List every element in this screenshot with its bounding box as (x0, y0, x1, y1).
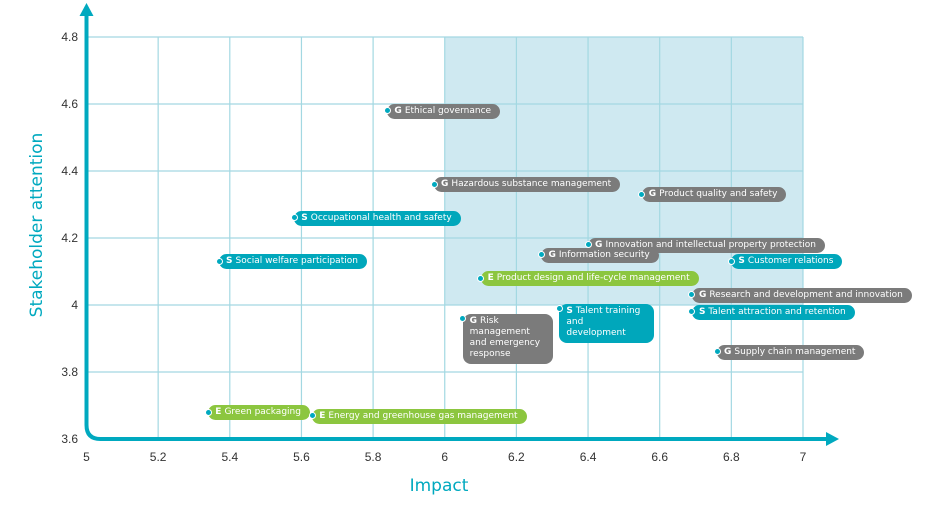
point-label-text: Ethical governance (404, 105, 492, 116)
category-letter: G (648, 189, 657, 200)
y-tick-label: 4 (71, 298, 78, 312)
point-label-text: Occupational health and safety (310, 212, 452, 223)
data-point (688, 308, 696, 316)
data-point-label: G Hazardous substance management (434, 177, 621, 193)
data-point (204, 408, 212, 416)
x-tick-label: 7 (800, 450, 807, 464)
x-axis-title: Impact (410, 476, 469, 496)
data-point (584, 241, 592, 249)
point-label-text: Energy and greenhouse gas management (328, 410, 518, 421)
point-label-text: Research and development and innovation (709, 289, 903, 300)
point-label-text: Social welfare participation (235, 256, 358, 267)
data-point-label: G Product quality and safety (641, 187, 787, 203)
point-label-text: Talent training and development (566, 306, 641, 339)
x-tick-label: 6.2 (508, 450, 525, 464)
data-point (459, 314, 467, 322)
data-point (308, 412, 316, 420)
point-label-text: Customer relations (747, 256, 834, 267)
y-axis-arrow-icon (79, 3, 94, 16)
point-label-text: Product design and life-cycle management (496, 273, 690, 284)
x-tick-label: 5 (83, 450, 90, 464)
point-label-text: Talent attraction and retention (708, 306, 846, 317)
category-letter: S (226, 256, 233, 267)
data-point-label: E Energy and greenhouse gas management (312, 408, 527, 424)
data-point-label: S Talent training and development (559, 304, 655, 344)
x-axis-arrow-icon (826, 432, 839, 446)
y-tick-label: 3.6 (61, 432, 78, 446)
data-point-label: S Occupational health and safety (294, 210, 461, 226)
data-point-label: S Social welfare participation (219, 254, 367, 270)
point-label-text: Innovation and intellectual property pro… (605, 239, 816, 250)
category-letter: S (698, 306, 706, 317)
category-letter: G (469, 316, 478, 327)
point-label-text: Product quality and safety (659, 189, 778, 200)
data-point (727, 257, 735, 265)
y-tick-label: 4.4 (61, 164, 78, 178)
data-point (537, 251, 545, 259)
point-label-text: Information security (558, 249, 650, 260)
data-point (688, 291, 696, 299)
category-letter: G (548, 249, 556, 260)
x-tick-label: 6.6 (651, 450, 668, 464)
data-point-label: E Green packaging (208, 405, 310, 421)
y-axis-title: Stakeholder attention (27, 133, 47, 318)
y-tick-label: 3.8 (61, 365, 78, 379)
x-tick-label: 5.8 (365, 450, 382, 464)
x-tick-label: 6 (441, 450, 448, 464)
y-tick-label: 4.8 (61, 30, 78, 44)
x-tick-label: 5.6 (293, 450, 310, 464)
data-point (555, 304, 563, 312)
category-letter: G (698, 289, 707, 300)
category-letter: G (441, 179, 449, 190)
data-point (477, 274, 485, 282)
data-point (383, 107, 391, 115)
data-point-label: G Information security (541, 247, 659, 263)
data-point-label: G Ethical governance (387, 103, 501, 119)
data-point (430, 180, 438, 188)
y-tick-label: 4.6 (61, 97, 78, 111)
axes-line (84, 12, 828, 441)
data-point-label: G Risk management and emergency response (462, 314, 553, 365)
category-letter: G (595, 239, 603, 250)
data-point-label: G Research and development and innovation (691, 287, 912, 303)
point-label-text: Supply chain management (734, 346, 856, 357)
y-tick-label: 4.2 (61, 231, 78, 245)
data-point-label: G Supply chain management (717, 344, 865, 360)
x-tick-label: 6.4 (580, 450, 597, 464)
point-label-text: Risk management and emergency response (469, 316, 541, 360)
point-label-text: Hazardous substance management (451, 179, 612, 190)
category-letter: E (319, 410, 326, 421)
category-letter: S (301, 212, 308, 223)
category-letter: S (738, 256, 745, 267)
data-point (638, 190, 646, 198)
x-tick-label: 5.4 (221, 450, 238, 464)
data-point (290, 214, 298, 222)
category-letter: E (215, 407, 222, 418)
data-point-label: E Product design and life-cycle managemen… (480, 271, 699, 287)
point-label-text: Green packaging (224, 407, 301, 418)
category-letter: G (724, 346, 732, 357)
data-point (713, 348, 721, 356)
data-point-label: S Customer relations (731, 254, 843, 270)
x-tick-label: 6.8 (723, 450, 740, 464)
category-letter: E (487, 273, 494, 284)
data-point-label: S Talent attraction and retention (691, 304, 855, 320)
data-point (215, 257, 223, 265)
category-letter: S (566, 306, 573, 317)
x-tick-label: 5.2 (150, 450, 167, 464)
category-letter: G (394, 105, 402, 116)
